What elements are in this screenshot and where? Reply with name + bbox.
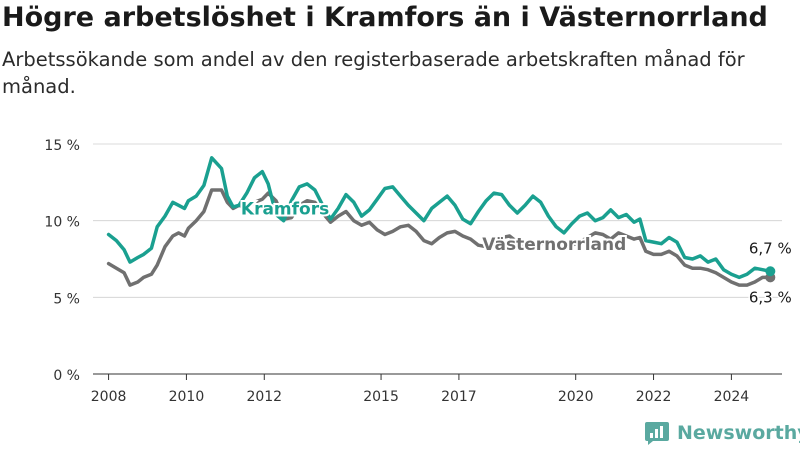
series-lines [106, 156, 776, 287]
x-tick-label: 2010 [169, 389, 205, 405]
y-tick-label: 10 % [44, 215, 80, 231]
data-labels: Västernorrland 6,3 % Kramfors 6,7 % [239, 198, 793, 308]
end-value-label: 6,7 % [749, 239, 792, 257]
axes: 0 % 5 % 10 % 15 % 2008 2010 2012 2015 2017 2020 20… [44, 138, 782, 405]
newsworthy-brand[interactable]: Newsworthy [644, 419, 800, 447]
series-line-västernorrland [106, 188, 773, 287]
gridlines [93, 143, 782, 298]
y-tick-label: 15 % [44, 138, 80, 154]
chart-subtitle: Arbetssökande som andel av den registerb… [2, 48, 745, 98]
x-tick-label: 2008 [91, 389, 127, 405]
newsworthy-logo-icon [645, 422, 669, 445]
x-tick-label: 2015 [363, 389, 399, 405]
series-line-kramfors [106, 156, 773, 280]
x-tick-label: 2022 [636, 389, 672, 405]
x-tick-label: 2024 [714, 389, 750, 405]
series-end-point [765, 266, 776, 277]
series-name-label: Kramfors [241, 200, 329, 220]
y-tick-label: 5 % [53, 291, 80, 307]
brand-name: Newsworthy [677, 422, 800, 444]
chart-title: Högre arbetslöshet i Kramfors än i Väste… [2, 2, 768, 33]
x-tick-label: 2012 [246, 389, 282, 405]
series-name-label: Västernorrland [482, 235, 626, 255]
x-tick-label: 2020 [558, 389, 594, 405]
end-value-label: 6,3 % [749, 288, 792, 306]
y-tick-label: 0 % [53, 368, 80, 384]
x-tick-label: 2017 [441, 389, 477, 405]
